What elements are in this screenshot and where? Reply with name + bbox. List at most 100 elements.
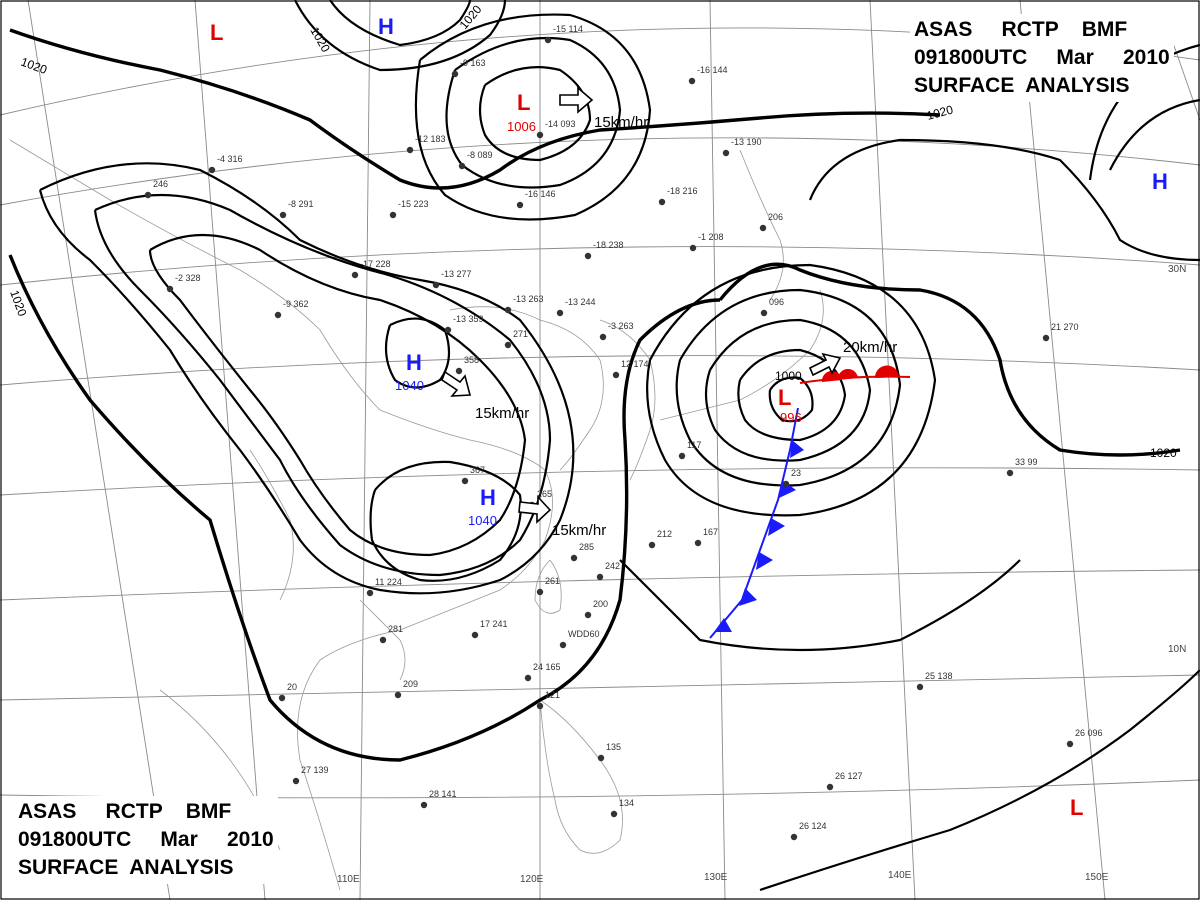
station-value: 23 [791, 468, 801, 478]
title-year: 2010 [1122, 46, 1170, 69]
title-source: BMF [1081, 18, 1128, 41]
station-value: -17 228 [360, 259, 391, 269]
station-marker-icon [166, 285, 174, 293]
station-value: -2 328 [175, 273, 201, 283]
station-marker-icon [504, 306, 512, 314]
motion-arrow-icon [808, 352, 842, 377]
station-marker-icon [790, 833, 798, 841]
lon-label: 150E [1085, 872, 1109, 883]
station-marker-icon [688, 77, 696, 85]
pressure-centers: L H L 1006 H H 1040 H 1040 L 996 L [210, 14, 1168, 820]
lon-label: 120E [520, 874, 544, 885]
station-value: 285 [579, 542, 594, 552]
title-product: ASAS [18, 800, 77, 823]
station-marker-icon [722, 149, 730, 157]
high-center-value: 1040 [468, 513, 497, 528]
title-source: BMF [185, 800, 232, 823]
station-marker-icon [366, 589, 374, 597]
station-value: -13 359 [453, 314, 484, 324]
motion-arrow-icon [559, 86, 594, 114]
station-value: 121 [545, 690, 560, 700]
high-center-letter: H [378, 14, 394, 39]
station-marker-icon [278, 694, 286, 702]
motion-speed: 15km/hr [552, 522, 606, 539]
station-marker-icon [760, 309, 768, 317]
station-marker-icon [599, 333, 607, 341]
high-center-letter: H [1152, 169, 1168, 194]
motion-speed: 20km/hr [843, 339, 897, 356]
title-month: Mar [160, 828, 198, 851]
title-year: 2010 [226, 828, 274, 851]
station-marker-icon [584, 252, 592, 260]
title-time: 091800UTC [914, 46, 1028, 69]
station-value: 206 [768, 212, 783, 222]
station-marker-icon [292, 777, 300, 785]
station-value: 20 [287, 682, 297, 692]
station-marker-icon [461, 477, 469, 485]
station-value: 21 270 [1051, 322, 1079, 332]
station-marker-icon [678, 452, 686, 460]
station-value: 281 [388, 624, 403, 634]
station-value: -18 216 [667, 186, 698, 196]
station-marker-icon [144, 191, 152, 199]
station-marker-icon [536, 702, 544, 710]
station-marker-icon [570, 554, 578, 562]
high-center-letter: H [480, 485, 496, 510]
station-marker-icon [279, 211, 287, 219]
station-marker-icon [444, 326, 452, 334]
station-value: -8 291 [288, 199, 314, 209]
station-value: -13 244 [565, 297, 596, 307]
isobar-label: 1000 [775, 369, 802, 383]
station-value: -14 093 [545, 119, 576, 129]
station-value: -13 263 [513, 294, 544, 304]
station-marker-icon [455, 367, 463, 375]
station-value: 12 174 [621, 359, 649, 369]
station-value: 135 [606, 742, 621, 752]
motion-speed: 15km/hr [475, 405, 529, 422]
station-marker-icon [916, 683, 924, 691]
station-marker-icon [516, 201, 524, 209]
station-value: -12 183 [415, 134, 446, 144]
station-marker-icon [458, 162, 466, 170]
station-value: 271 [513, 329, 528, 339]
station-value: 117 [687, 440, 701, 450]
station-value: 27 139 [301, 765, 329, 775]
station-value: 134 [619, 798, 634, 808]
title-subtitle: SURFACE ANALYSIS [18, 856, 234, 879]
latitude-labels: 30N 10N [1168, 264, 1186, 655]
lat-label: 10N [1168, 644, 1186, 655]
station-marker-icon [658, 198, 666, 206]
low-center-value: 996 [780, 410, 802, 425]
station-value: 212 [657, 529, 672, 539]
station-marker-icon [504, 341, 512, 349]
station-marker-icon [597, 754, 605, 762]
lon-label: 130E [704, 872, 728, 883]
title-station: RCTP [1001, 18, 1059, 41]
station-marker-icon [1006, 469, 1014, 477]
title-time: 091800UTC [18, 828, 132, 851]
station-marker-icon [610, 810, 618, 818]
station-marker-icon [596, 573, 604, 581]
lon-label: 110E [337, 874, 360, 885]
station-value: -16 144 [697, 65, 728, 75]
low-center-letter: L [210, 20, 223, 45]
station-marker-icon [420, 801, 428, 809]
station-marker-icon [782, 480, 790, 488]
title-product: ASAS [914, 18, 973, 41]
lat-label: 30N [1168, 264, 1186, 275]
station-value: -1 208 [698, 232, 724, 242]
station-value: -15 114 [553, 24, 583, 34]
isobars [8, 0, 1200, 892]
station-value: 26 124 [799, 821, 827, 831]
low-center-value: 1006 [507, 119, 536, 134]
station-marker-icon [208, 166, 216, 174]
high-center-value: 1040 [395, 378, 424, 393]
station-marker-icon [584, 611, 592, 619]
station-value: 261 [545, 576, 560, 586]
station-marker-icon [559, 641, 567, 649]
coastlines [9, 139, 824, 891]
motion-arrow-icon [441, 370, 472, 397]
station-marker-icon [406, 146, 414, 154]
